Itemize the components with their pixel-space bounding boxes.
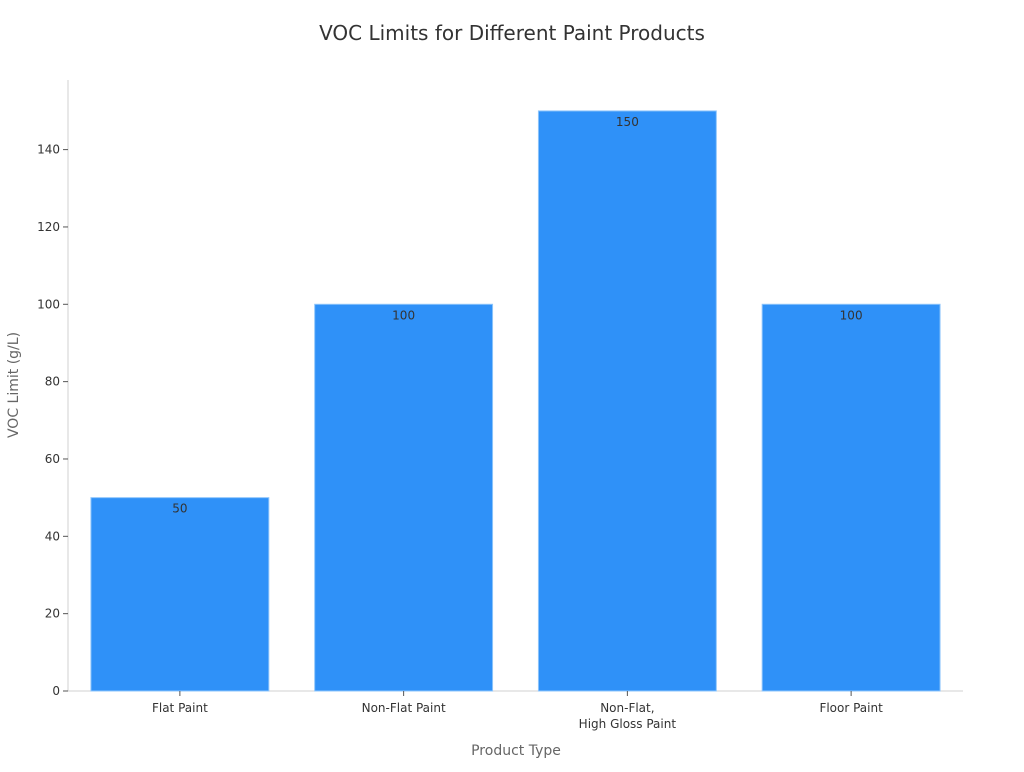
y-tick-label: 20 <box>45 607 60 621</box>
y-tick-label: 0 <box>52 684 60 698</box>
x-axis-label: Product Type <box>471 743 561 759</box>
data-label: 100 <box>840 308 863 322</box>
bar <box>537 110 717 692</box>
bar <box>90 497 270 692</box>
x-tick-label: Non-Flat, <box>600 701 654 715</box>
y-tick-label: 80 <box>45 375 60 389</box>
y-tick-label: 60 <box>45 452 60 466</box>
y-tick-label: 100 <box>37 297 60 311</box>
bar <box>314 303 494 692</box>
y-tick-label: 140 <box>37 143 60 157</box>
y-tick-label: 40 <box>45 529 60 543</box>
x-tick-label: Non-Flat Paint <box>362 701 446 715</box>
x-tick-label: Floor Paint <box>819 701 883 715</box>
y-tick-label: 120 <box>37 220 60 234</box>
chart-title: VOC Limits for Different Paint Products <box>319 21 705 45</box>
x-tick-label: High Gloss Paint <box>579 717 677 731</box>
data-label: 100 <box>392 308 415 322</box>
y-axis-label: VOC Limit (g/L) <box>6 332 22 438</box>
data-label: 50 <box>172 502 187 516</box>
data-label: 150 <box>616 115 639 129</box>
x-tick-label: Flat Paint <box>152 701 208 715</box>
bar <box>761 303 941 692</box>
